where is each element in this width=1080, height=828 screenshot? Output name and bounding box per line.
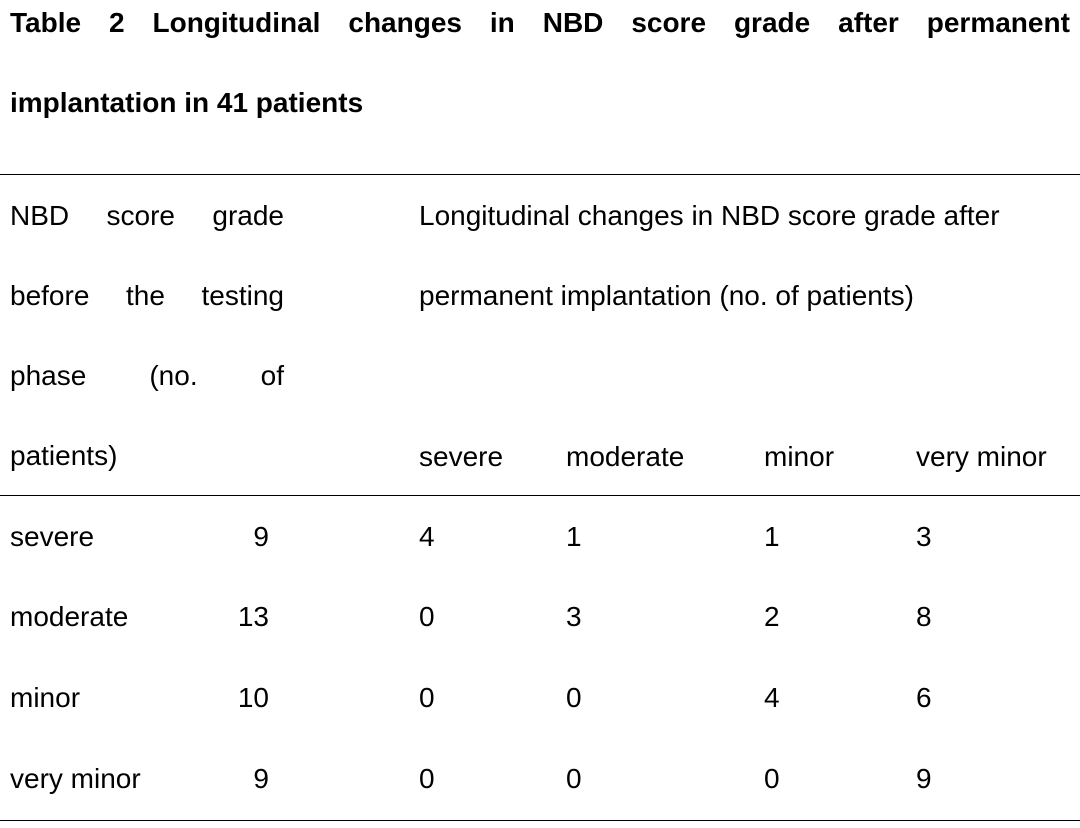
row-header-line-2: before the testing <box>10 279 284 313</box>
table-header-rule <box>0 495 1080 496</box>
title-word: 2 <box>108 7 125 38</box>
title-word: Table <box>10 7 82 38</box>
cell-moderate: 0 <box>566 763 582 794</box>
cell-moderate: 1 <box>566 521 582 552</box>
title-word: Longitudinal <box>152 7 321 38</box>
cell-severe: 0 <box>419 763 435 794</box>
table-title-line-2: implantation in 41 patients <box>10 87 364 118</box>
row-count: 13 <box>237 601 269 632</box>
cell-minor: 1 <box>764 521 780 552</box>
row-header-word: of <box>260 360 284 391</box>
row-grade-label: moderate <box>10 601 129 632</box>
column-header-moderate: moderate <box>566 441 685 472</box>
table-bottom-rule <box>0 820 1080 821</box>
row-grade-label: severe <box>10 521 95 552</box>
row-header-line-1: NBD score grade <box>10 199 284 233</box>
group-header-line-1: Longitudinal changes in NBD score grade … <box>419 200 1000 231</box>
title-word: score <box>631 7 707 38</box>
cell-very-minor: 8 <box>916 601 932 632</box>
row-count: 9 <box>253 763 269 794</box>
row-count: 9 <box>253 521 269 552</box>
cell-severe: 0 <box>419 682 435 713</box>
row-grade-label: minor <box>10 682 81 713</box>
column-header-minor: minor <box>764 441 835 472</box>
title-word: changes <box>348 7 462 38</box>
row-header-word: testing <box>201 280 285 311</box>
cell-severe: 0 <box>419 601 435 632</box>
title-word: in <box>489 7 515 38</box>
cell-severe: 4 <box>419 521 435 552</box>
title-word: NBD <box>542 7 604 38</box>
cell-minor: 2 <box>764 601 780 632</box>
row-header-word: NBD <box>10 200 70 231</box>
table-title-line-1: Table 2 Longitudinal changes in NBD scor… <box>10 6 1070 40</box>
row-header-word: before <box>10 280 90 311</box>
column-header-very-minor: very minor <box>916 441 1047 472</box>
cell-moderate: 0 <box>566 682 582 713</box>
group-header-line-2: permanent implantation (no. of patients) <box>419 280 914 311</box>
cell-moderate: 3 <box>566 601 582 632</box>
title-word: grade <box>733 7 811 38</box>
cell-very-minor: 6 <box>916 682 932 713</box>
row-header-line-3: phase (no. of <box>10 359 284 393</box>
cell-minor: 4 <box>764 682 780 713</box>
row-count: 10 <box>237 682 269 713</box>
column-header-severe: severe <box>419 441 504 472</box>
title-word: after <box>838 7 899 38</box>
cell-very-minor: 9 <box>916 763 932 794</box>
table-top-rule <box>0 174 1080 175</box>
row-header-word: phase <box>10 360 87 391</box>
row-header-line-4: patients) <box>10 440 118 471</box>
row-header-word: the <box>125 280 165 311</box>
row-grade-label: very minor <box>10 763 141 794</box>
row-header-word: grade <box>212 200 284 231</box>
title-word: permanent <box>926 7 1070 38</box>
cell-minor: 0 <box>764 763 780 794</box>
cell-very-minor: 3 <box>916 521 932 552</box>
row-header-word: score <box>106 200 175 231</box>
row-header-word: (no. <box>149 360 198 391</box>
